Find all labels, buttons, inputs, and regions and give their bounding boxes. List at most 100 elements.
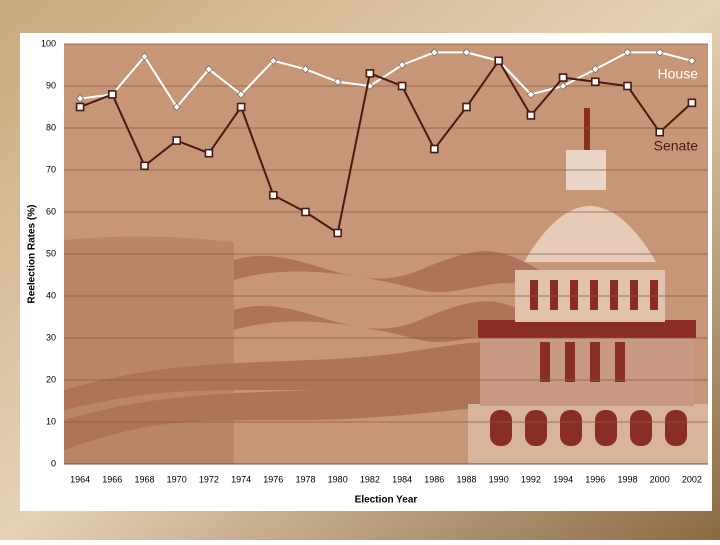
marker xyxy=(526,111,536,120)
marker xyxy=(462,48,471,57)
window xyxy=(530,280,538,310)
x-tick-label: 2002 xyxy=(682,474,702,484)
arch xyxy=(525,410,547,446)
marker xyxy=(268,190,278,200)
x-tick-label: 1988 xyxy=(456,474,476,484)
marker xyxy=(590,77,600,87)
marker xyxy=(204,148,214,158)
arch xyxy=(595,410,617,446)
arch xyxy=(630,410,652,446)
arch xyxy=(560,410,582,446)
marker xyxy=(526,90,535,99)
window xyxy=(650,280,658,310)
y-tick-label: 0 xyxy=(51,458,56,468)
x-tick-label: 1986 xyxy=(424,474,444,484)
marker xyxy=(429,144,439,154)
marker xyxy=(397,81,407,91)
window xyxy=(630,280,638,310)
x-tick-label: 1968 xyxy=(134,474,154,484)
marker xyxy=(623,81,632,91)
marker xyxy=(333,77,342,86)
x-tick-label: 1984 xyxy=(392,474,412,484)
capitol xyxy=(468,108,708,464)
marker xyxy=(269,56,278,65)
series-label: Senate xyxy=(654,138,699,154)
marker xyxy=(333,228,343,238)
x-tick-label: 1980 xyxy=(328,474,348,484)
marker xyxy=(655,48,664,57)
y-tick-label: 10 xyxy=(46,416,56,426)
series-line xyxy=(79,51,693,109)
marker xyxy=(623,48,632,57)
series-line xyxy=(79,58,693,235)
capitol-statue xyxy=(584,108,590,150)
y-axis-title: Reelection Rates (%) xyxy=(27,205,38,304)
marker xyxy=(301,65,310,74)
y-tick-label: 70 xyxy=(46,164,56,174)
marker xyxy=(172,103,181,111)
column xyxy=(615,342,625,382)
arch xyxy=(490,410,512,446)
x-tick-label: 1992 xyxy=(521,474,541,484)
marker xyxy=(559,82,568,90)
marker xyxy=(140,52,149,61)
x-tick-label: 1976 xyxy=(263,474,283,484)
window xyxy=(550,280,558,310)
y-tick-label: 90 xyxy=(46,80,56,90)
x-tick-label: 1974 xyxy=(231,474,251,484)
y-tick-label: 20 xyxy=(46,374,56,384)
marker xyxy=(591,65,600,74)
capitol-dome xyxy=(524,206,656,262)
x-tick-label: 1966 xyxy=(102,474,122,484)
x-tick-label: 1978 xyxy=(295,474,315,484)
flag-stripe xyxy=(64,371,540,450)
marker xyxy=(687,98,697,108)
decoration xyxy=(64,236,540,464)
x-axis-title: Election Year xyxy=(355,495,418,506)
flag-stripe xyxy=(234,251,540,293)
flag-stripe xyxy=(234,301,540,343)
marker xyxy=(140,161,149,171)
marker xyxy=(108,90,117,99)
marker xyxy=(558,73,568,82)
x-tick-label: 1970 xyxy=(167,474,187,484)
y-tick-label: 100 xyxy=(41,38,56,48)
marker xyxy=(365,69,375,78)
column xyxy=(590,342,600,382)
marker xyxy=(236,102,246,112)
marker xyxy=(204,65,213,74)
y-tick-label: 40 xyxy=(46,290,56,300)
flag-stripe xyxy=(64,341,540,410)
x-tick-label: 1982 xyxy=(360,474,380,484)
x-tick-label: 2000 xyxy=(650,474,670,484)
x-tick-label: 1964 xyxy=(70,474,90,484)
marker xyxy=(494,56,504,66)
y-tick-label: 30 xyxy=(46,332,56,342)
marker xyxy=(398,61,407,69)
marker xyxy=(430,48,439,57)
x-tick-label: 1998 xyxy=(617,474,637,484)
window xyxy=(610,280,618,310)
column xyxy=(565,342,575,382)
x-tick-label: 1990 xyxy=(489,474,509,484)
y-tick-label: 50 xyxy=(46,248,56,258)
x-tick-label: 1994 xyxy=(553,474,573,484)
capitol-roof xyxy=(478,320,696,338)
arch xyxy=(665,410,687,446)
marker xyxy=(462,102,471,112)
y-tick-label: 60 xyxy=(46,206,56,216)
marker xyxy=(237,90,246,99)
marker xyxy=(301,207,310,217)
marker xyxy=(655,127,665,137)
marker xyxy=(172,136,181,145)
column xyxy=(540,342,550,382)
x-tick-label: 1996 xyxy=(585,474,605,484)
window xyxy=(590,280,598,310)
window xyxy=(570,280,578,310)
marker xyxy=(75,102,85,112)
y-tick-label: 80 xyxy=(46,122,56,132)
marker xyxy=(76,94,85,103)
x-tick-label: 1972 xyxy=(199,474,219,484)
series-label: House xyxy=(658,66,699,82)
